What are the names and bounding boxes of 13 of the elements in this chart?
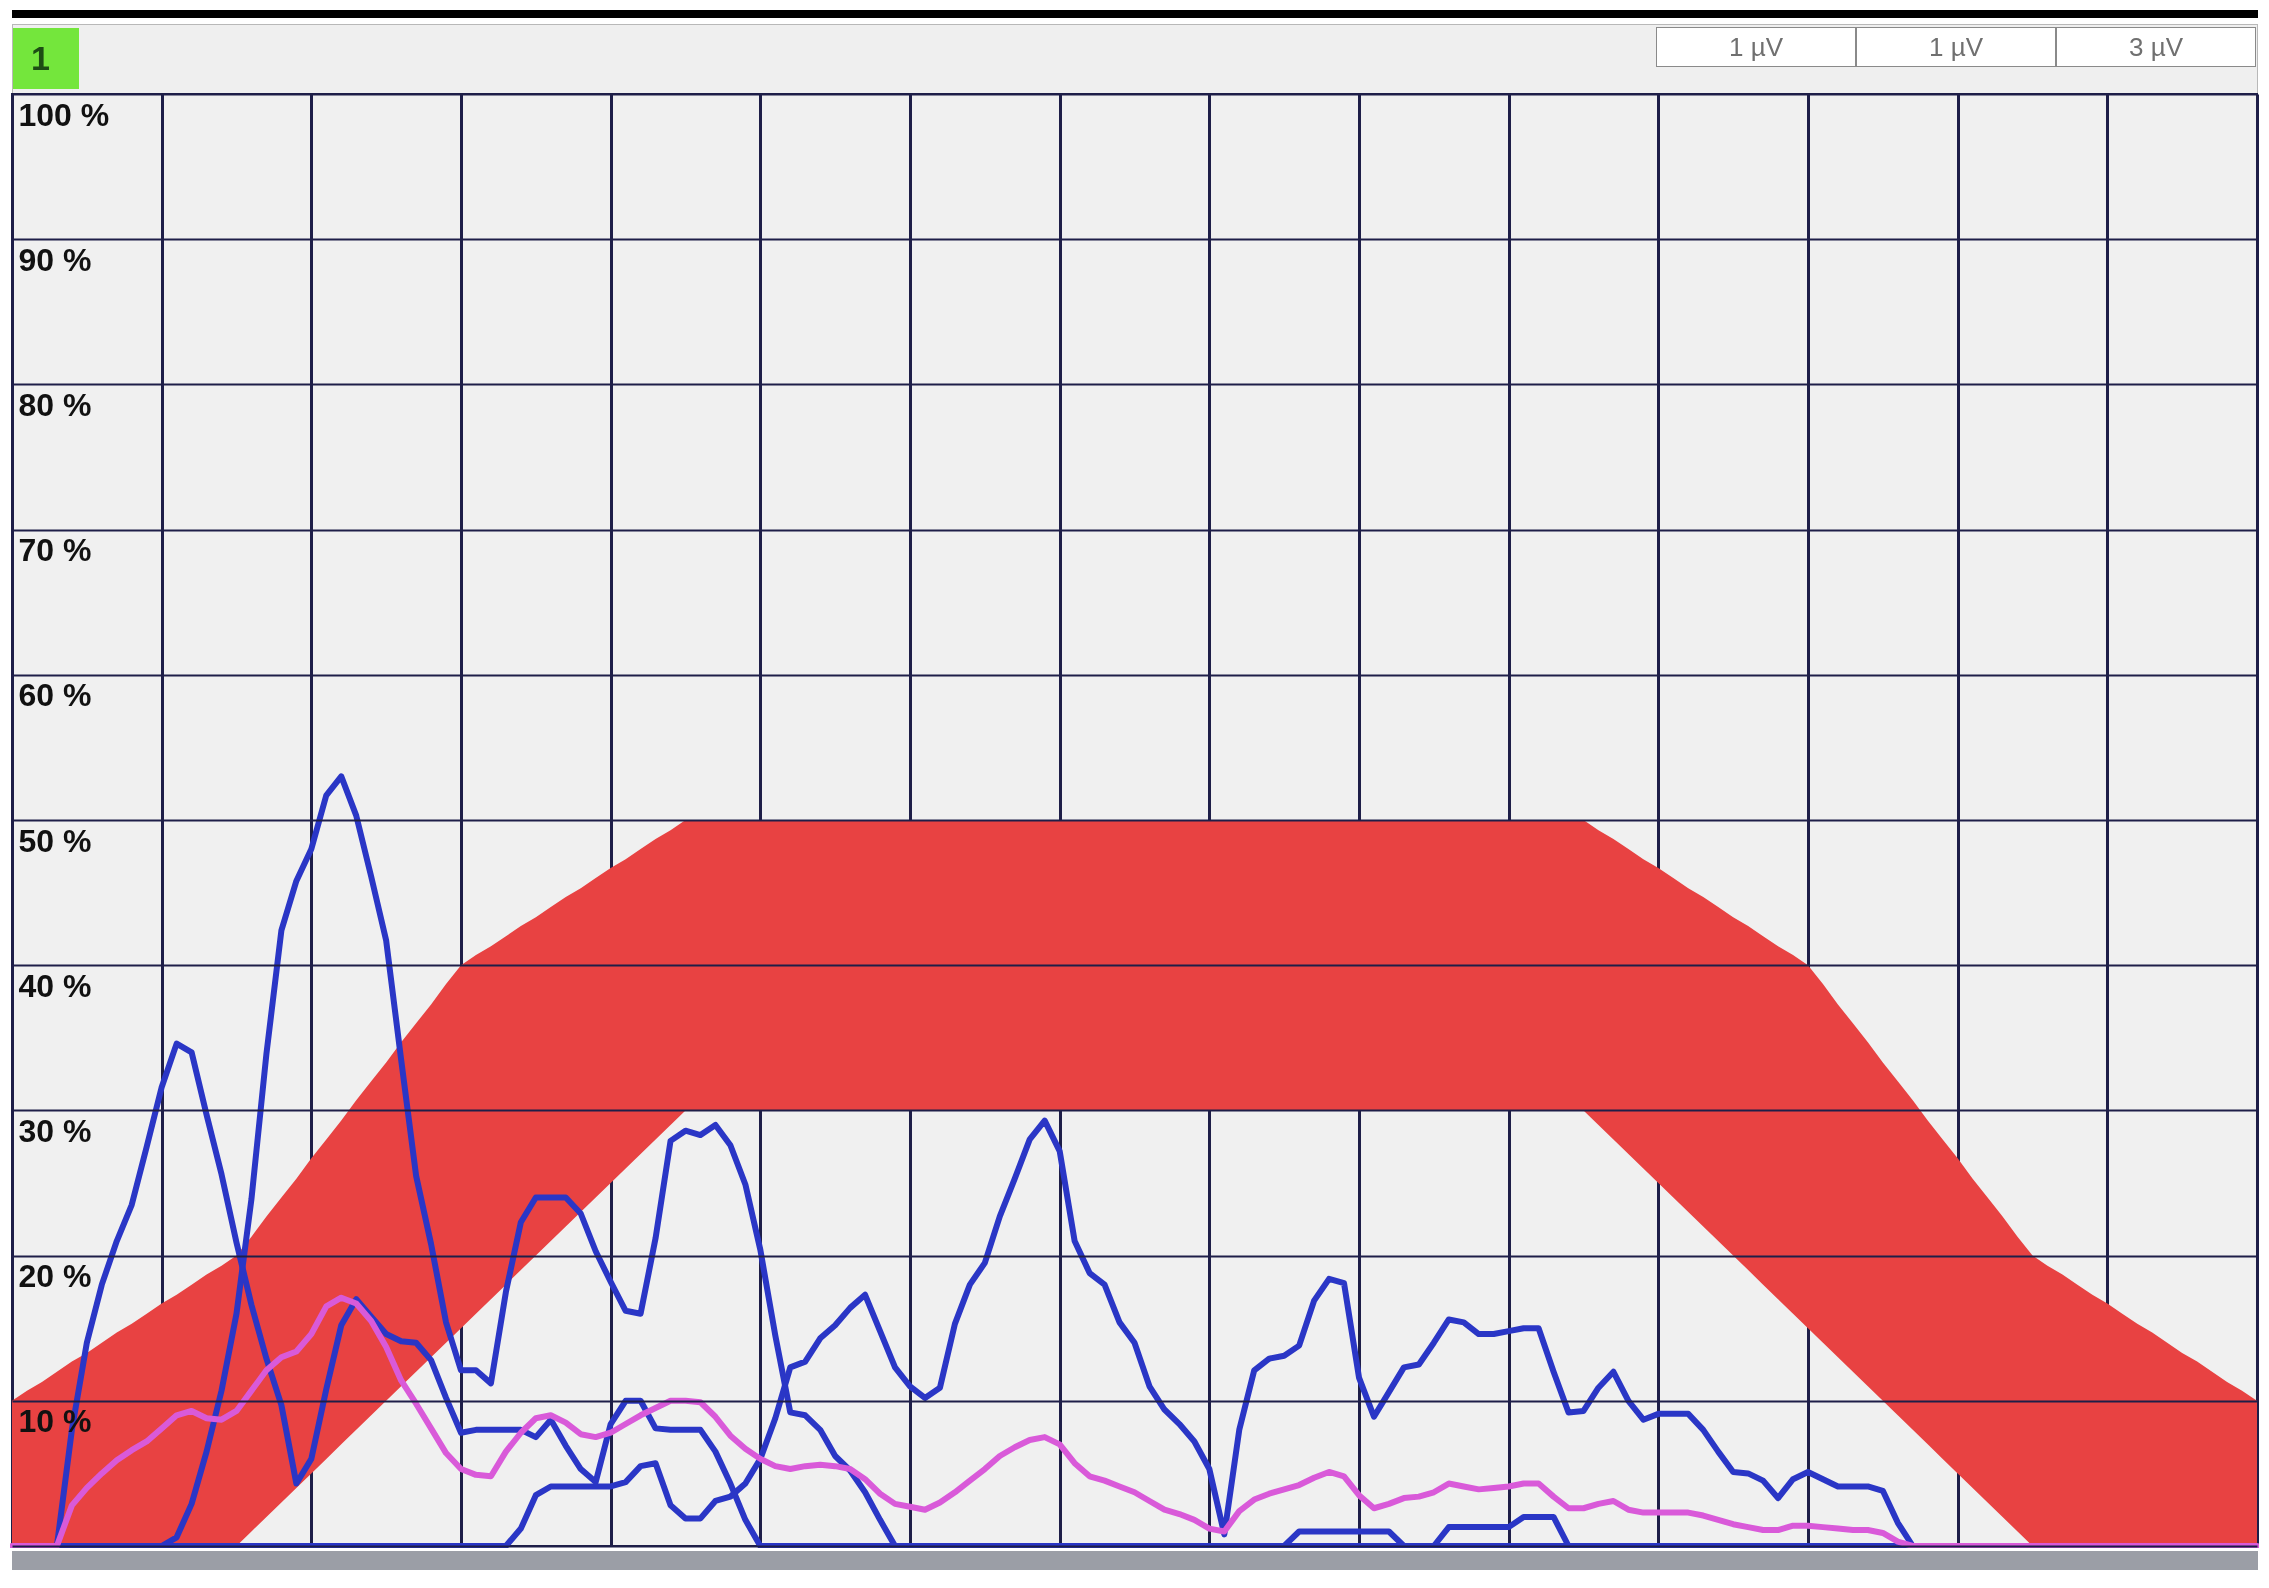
label-box: 1 µV xyxy=(1656,27,1856,67)
y-tick-label: 80 % xyxy=(18,386,92,423)
y-tick-label: 90 % xyxy=(18,241,92,278)
label-box: 3 µV xyxy=(2056,27,2256,67)
y-tick-label: 40 % xyxy=(18,967,92,1004)
y-tick-label: 70 % xyxy=(18,532,92,569)
y-tick-label: 50 % xyxy=(18,822,92,859)
y-tick-label: 60 % xyxy=(18,677,92,714)
y-tick-label: 100 % xyxy=(18,96,110,133)
chart-title: 1 xyxy=(31,39,50,77)
y-tick-label: 30 % xyxy=(18,1112,92,1149)
label-box: 1 µV xyxy=(1856,27,2056,67)
y-tick-label: 20 % xyxy=(18,1258,92,1295)
